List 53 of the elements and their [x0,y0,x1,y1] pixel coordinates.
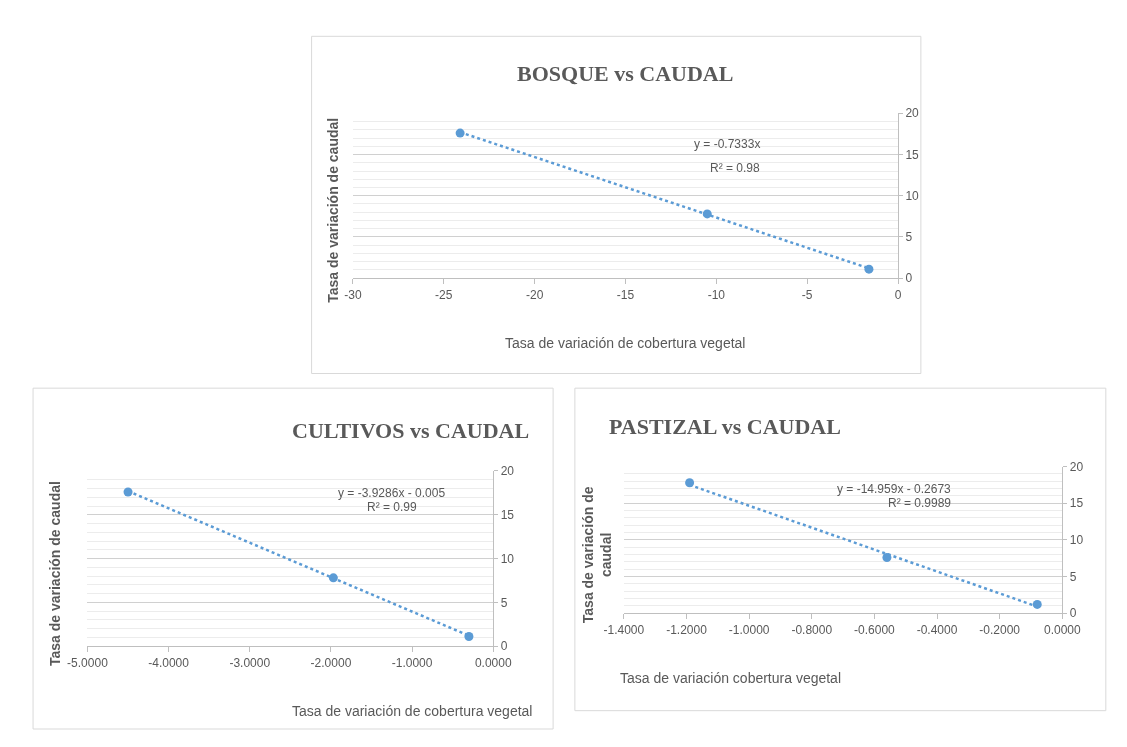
x-tick-label: 0 [894,287,902,302]
y-tick-label: 20 [905,106,920,121]
y-tick-label: 20 [1069,459,1084,474]
x-tick-label: -30 [344,287,362,302]
annotation: y = -0.7333x [694,137,761,151]
x-axis-title: Tasa de variación de cobertura vegetal [505,335,746,351]
y-tick-label: 5 [905,230,913,245]
annotation: y = -3.9286x - 0.005 [338,486,446,500]
x-tick-label: -2.0000 [310,655,352,670]
y-tick-label: 5 [1069,569,1077,584]
y-tick-label: 10 [905,188,920,203]
y-tick-label: 0 [500,639,508,654]
x-tick-label: -1.0000 [728,622,770,637]
y-tick-label: 15 [1069,496,1084,511]
x-tick-label: -1.4000 [603,622,645,637]
x-axis-title: Tasa de variación cobertura vegetal [620,670,842,686]
annotation: R² = 0.9989 [888,496,952,510]
point [1032,599,1042,609]
x-axis-title: Tasa de variación de cobertura vegetal [292,703,533,719]
annotation: y = -14.959x - 0.2673 [837,482,952,496]
y-tick-label: 5 [500,595,508,610]
x-tick-label: -0.6000 [854,622,896,637]
y-axis-title: Tasa de variación de caudal [324,117,341,303]
y-axis-title: Tasa de variación de caudal [46,481,63,667]
y-tick-label: 15 [500,507,515,522]
y-tick-label: 20 [500,464,515,479]
x-tick-label: -10 [707,287,726,302]
x-tick-label: -4.0000 [148,655,190,670]
x-tick-label: -0.2000 [979,622,1021,637]
chart-title: PASTIZAL vs CAUDAL [609,414,841,439]
x-tick-label: 0.0000 [1043,622,1081,637]
chart-title: BOSQUE vs CAUDAL [517,61,734,86]
x-tick-label: -0.4000 [916,622,958,637]
y-tick-label: 0 [1069,606,1077,621]
x-tick-label: -3.0000 [229,655,271,670]
x-tick-label: -1.2000 [666,622,708,637]
y-tick-label: 0 [905,271,913,286]
x-tick-label: -20 [525,287,544,302]
x-tick-label: 0.0000 [474,655,512,670]
x-tick-label: -5 [801,287,813,302]
chart-title: CULTIVOS vs CAUDAL [292,418,530,443]
y-tick-label: 10 [1069,533,1084,548]
x-tick-label: -15 [616,287,635,302]
annotation: R² = 0.99 [367,500,418,514]
y-axis-title: Tasa de variación de caudal [580,486,615,624]
x-tick-label: -1.0000 [391,655,433,670]
x-tick-label: -0.8000 [791,622,833,637]
point [685,478,695,488]
y-tick-label: 10 [500,551,515,566]
y-tick-label: 15 [905,147,920,162]
x-tick-label: -25 [435,287,453,302]
annotation: R² = 0.98 [710,161,761,175]
x-tick-label: -5.0000 [67,655,109,670]
